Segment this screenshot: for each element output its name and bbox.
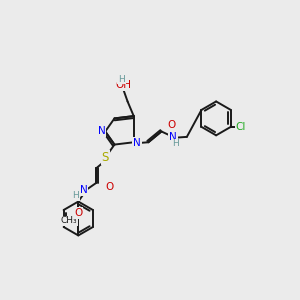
- Text: S: S: [102, 151, 109, 164]
- Text: N: N: [98, 127, 105, 136]
- Text: H: H: [73, 191, 80, 200]
- Text: H: H: [118, 75, 125, 84]
- Text: CH₃: CH₃: [61, 216, 77, 225]
- Text: N: N: [133, 138, 141, 148]
- Text: O: O: [106, 182, 114, 192]
- Text: OH: OH: [115, 80, 131, 90]
- Text: H: H: [172, 139, 179, 148]
- Text: N: N: [80, 185, 88, 195]
- Text: N: N: [169, 132, 177, 142]
- Text: O: O: [167, 120, 175, 130]
- Text: Cl: Cl: [236, 122, 246, 132]
- Text: O: O: [74, 208, 82, 218]
